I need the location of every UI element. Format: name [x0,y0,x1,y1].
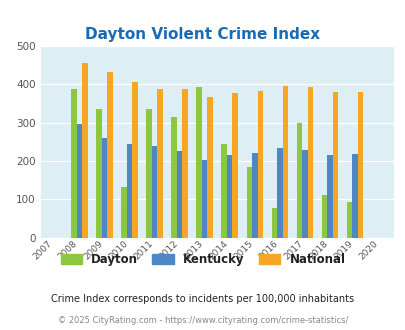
Bar [271,208,276,238]
Bar [357,92,362,238]
Bar [196,87,201,238]
Legend: Dayton, Kentucky, National: Dayton, Kentucky, National [60,253,345,266]
Bar [301,150,307,238]
Bar [126,144,132,238]
Bar [151,146,157,238]
Bar [321,195,326,238]
Bar [77,123,82,238]
Bar [102,138,107,238]
Bar [326,155,332,238]
Bar [82,63,87,238]
Bar [276,148,282,238]
Bar [252,153,257,238]
Bar [282,85,288,238]
Bar [132,82,137,238]
Text: Dayton Violent Crime Index: Dayton Violent Crime Index [85,27,320,42]
Bar [226,155,232,238]
Text: © 2025 CityRating.com - https://www.cityrating.com/crime-statistics/: © 2025 CityRating.com - https://www.city… [58,316,347,325]
Bar [207,97,213,238]
Bar [307,87,312,238]
Bar [177,151,182,238]
Bar [71,89,77,238]
Bar [96,109,102,238]
Bar [201,160,207,238]
Bar [232,93,237,238]
Bar [296,123,301,238]
Bar [346,202,352,238]
Bar [107,72,113,238]
Bar [221,144,226,238]
Text: Crime Index corresponds to incidents per 100,000 inhabitants: Crime Index corresponds to incidents per… [51,294,354,304]
Bar [246,167,252,238]
Bar [182,89,188,238]
Bar [257,91,262,238]
Bar [171,117,177,238]
Bar [157,89,162,238]
Bar [332,92,337,238]
Bar [146,109,151,238]
Bar [121,187,126,238]
Bar [352,154,357,238]
